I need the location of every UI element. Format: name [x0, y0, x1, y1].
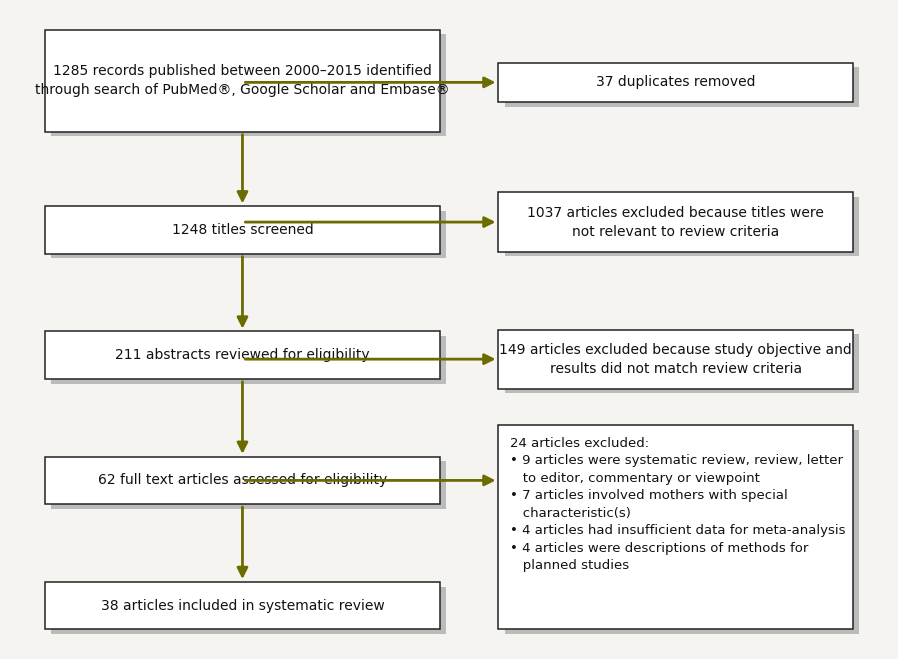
FancyBboxPatch shape: [45, 457, 440, 504]
FancyBboxPatch shape: [45, 206, 440, 254]
FancyBboxPatch shape: [498, 330, 853, 389]
FancyBboxPatch shape: [51, 587, 446, 634]
FancyBboxPatch shape: [498, 425, 853, 629]
FancyBboxPatch shape: [51, 211, 446, 258]
Text: 1285 records published between 2000–2015 identified
through search of PubMed®, G: 1285 records published between 2000–2015…: [35, 64, 450, 97]
Text: 62 full text articles assessed for eligibility: 62 full text articles assessed for eligi…: [98, 473, 387, 488]
FancyBboxPatch shape: [51, 34, 446, 136]
Text: 24 articles excluded:
• 9 articles were systematic review, review, letter
   to : 24 articles excluded: • 9 articles were …: [510, 437, 846, 573]
FancyBboxPatch shape: [45, 30, 440, 132]
Text: 1037 articles excluded because titles were
not relevant to review criteria: 1037 articles excluded because titles we…: [527, 206, 824, 239]
FancyBboxPatch shape: [498, 63, 853, 102]
FancyBboxPatch shape: [505, 197, 859, 256]
Text: 211 abstracts reviewed for eligibility: 211 abstracts reviewed for eligibility: [115, 348, 370, 362]
FancyBboxPatch shape: [498, 192, 853, 252]
FancyBboxPatch shape: [51, 461, 446, 509]
Text: 38 articles included in systematic review: 38 articles included in systematic revie…: [101, 598, 384, 613]
Text: 37 duplicates removed: 37 duplicates removed: [596, 75, 755, 90]
FancyBboxPatch shape: [505, 334, 859, 393]
Text: 149 articles excluded because study objective and
results did not match review c: 149 articles excluded because study obje…: [499, 343, 852, 376]
FancyBboxPatch shape: [505, 67, 859, 107]
FancyBboxPatch shape: [45, 331, 440, 379]
Text: 1248 titles screened: 1248 titles screened: [172, 223, 313, 237]
FancyBboxPatch shape: [505, 430, 859, 634]
FancyBboxPatch shape: [51, 336, 446, 384]
FancyBboxPatch shape: [45, 582, 440, 629]
